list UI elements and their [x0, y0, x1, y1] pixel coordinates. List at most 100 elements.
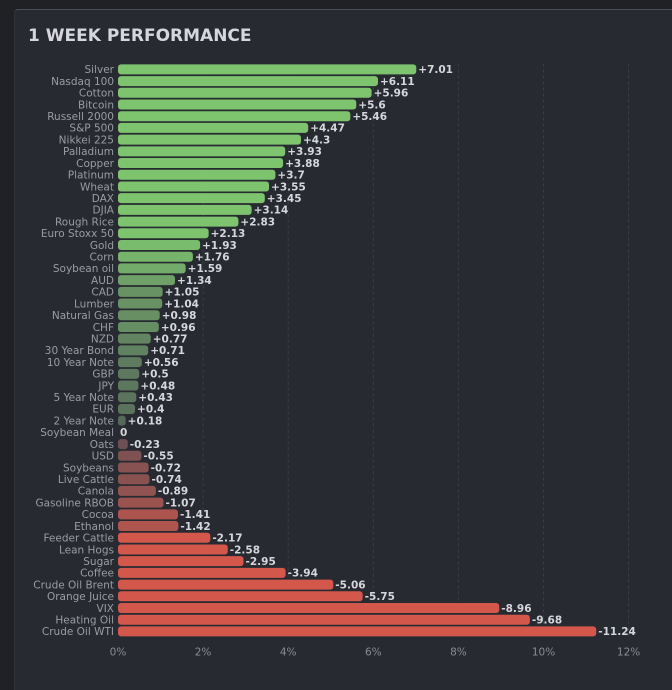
category-label: Soybeans — [63, 462, 114, 474]
category-label: Rough Rice — [55, 216, 114, 228]
bar — [118, 345, 149, 356]
bar — [118, 64, 417, 75]
bar — [118, 146, 286, 157]
category-label: Soybean Meal — [40, 427, 114, 439]
bar — [118, 333, 151, 344]
value-label: -5.06 — [335, 579, 365, 591]
category-label: Platinum — [68, 170, 114, 182]
category-label: Ethanol — [74, 521, 114, 533]
bar — [118, 380, 139, 391]
bar — [118, 474, 150, 485]
value-label: +0.43 — [138, 392, 173, 404]
bar — [118, 99, 357, 110]
value-label: +0.4 — [137, 404, 164, 416]
x-axis-ticks: 0% 2% 4% 6% 8% 10% 12% — [110, 646, 641, 658]
value-label: +7.01 — [418, 64, 453, 76]
category-label: Silver — [85, 64, 115, 76]
category-label: Natural Gas — [52, 310, 114, 322]
value-label: +2.13 — [211, 228, 246, 240]
x-tick-label: 2% — [195, 646, 212, 658]
value-label: +5.46 — [352, 111, 387, 123]
category-label: DAX — [92, 193, 114, 205]
value-label: -0.23 — [130, 439, 160, 451]
value-label: -0.89 — [158, 486, 188, 498]
bar — [118, 532, 211, 543]
category-label: NZD — [91, 333, 114, 345]
bar — [118, 158, 284, 169]
bar — [118, 579, 334, 590]
x-tick-label: 0% — [110, 646, 127, 658]
value-label: -0.74 — [151, 474, 181, 486]
bar — [118, 111, 351, 122]
value-label: -5.75 — [365, 591, 395, 603]
category-label: Crude Oil WTI — [42, 626, 114, 638]
category-label: Cotton — [79, 88, 114, 100]
value-label: +0.5 — [141, 369, 168, 381]
value-label: +4.3 — [303, 134, 330, 146]
category-label: Nikkei 225 — [59, 134, 114, 146]
value-label: +0.18 — [128, 415, 163, 427]
category-label: Heating Oil — [55, 615, 114, 627]
bar — [118, 556, 244, 567]
category-label: 30 Year Bond — [45, 345, 114, 357]
value-label: +1.59 — [188, 263, 223, 275]
bar — [118, 567, 286, 578]
value-label: -1.41 — [180, 509, 210, 521]
category-label: Oats — [90, 439, 114, 451]
bar — [118, 228, 209, 239]
category-label: 5 Year Note — [54, 392, 114, 404]
value-label: +2.83 — [240, 216, 275, 228]
bar — [118, 263, 186, 274]
bar — [118, 614, 530, 625]
x-tick-label: 6% — [365, 646, 382, 658]
category-label: JPY — [97, 380, 114, 392]
category-label: Corn — [89, 252, 114, 264]
category-label: Gasoline RBOB — [35, 497, 114, 509]
category-label: S&P 500 — [69, 123, 114, 135]
value-label: +0.71 — [150, 345, 185, 357]
value-label: +1.05 — [165, 287, 200, 299]
bar — [118, 485, 156, 496]
bar — [118, 450, 142, 461]
bar — [118, 87, 372, 98]
value-label: +4.47 — [310, 123, 345, 135]
category-label: Cocoa — [82, 509, 114, 521]
category-label: EUR — [92, 404, 114, 416]
category-label: AUD — [91, 275, 114, 287]
value-label: +1.76 — [195, 252, 230, 264]
value-label: +0.48 — [140, 380, 175, 392]
bar — [118, 134, 301, 145]
category-label: Palladium — [63, 146, 114, 158]
bar — [118, 403, 136, 414]
bar — [118, 497, 164, 508]
value-label: -2.95 — [246, 556, 276, 568]
bar — [118, 462, 149, 473]
bar — [118, 544, 228, 555]
bars — [118, 64, 597, 637]
category-label: Lean Hogs — [59, 544, 114, 556]
value-label: +0.96 — [161, 322, 196, 334]
category-label: Orange Juice — [47, 591, 114, 603]
bar — [118, 321, 159, 332]
category-label: Euro Stoxx 50 — [41, 228, 114, 240]
value-label: +6.11 — [380, 76, 415, 88]
bar — [118, 122, 309, 133]
panel-title: 1 WEEK PERFORMANCE — [28, 26, 252, 46]
category-label: 10 Year Note — [47, 357, 114, 369]
bar — [118, 193, 265, 204]
category-label: Wheat — [80, 181, 114, 193]
bar — [118, 216, 239, 227]
category-label: Crude Oil Brent — [33, 579, 114, 591]
value-label: -2.17 — [212, 533, 242, 545]
value-label: +3.7 — [277, 170, 304, 182]
category-label: Feeder Cattle — [43, 533, 114, 545]
bar — [118, 76, 378, 87]
category-label: Live Cattle — [58, 474, 114, 486]
category-label: Nasdaq 100 — [51, 76, 114, 88]
category-label: Soybean oil — [53, 263, 114, 275]
x-tick-label: 8% — [450, 646, 467, 658]
value-label: -11.24 — [598, 626, 636, 638]
value-label: +3.88 — [285, 158, 320, 170]
